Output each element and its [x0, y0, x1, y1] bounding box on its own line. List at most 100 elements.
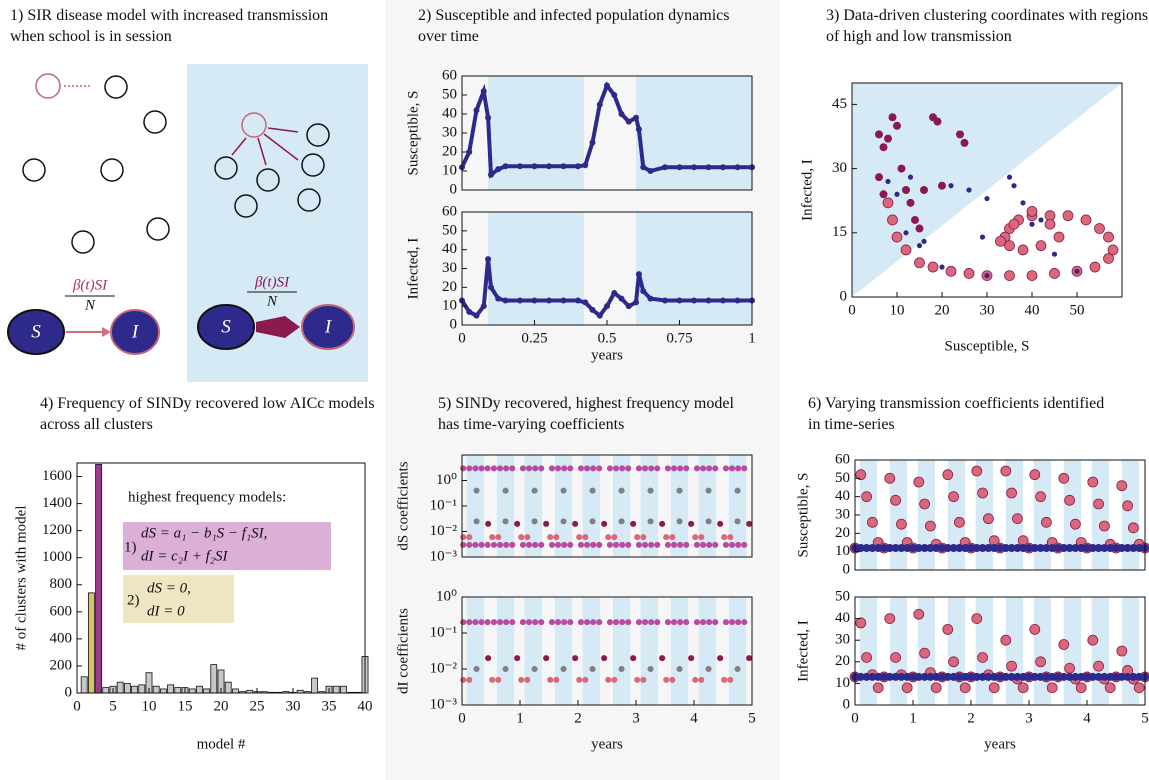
bar: [95, 463, 103, 694]
data-point: [949, 544, 958, 552]
rate-denominator: N: [84, 297, 96, 313]
data-point: [984, 672, 993, 681]
data-point: [1094, 544, 1103, 552]
data-point: [1046, 682, 1058, 694]
data-point: [885, 178, 891, 185]
panel-title: 3) Data-driven clustering coordinates wi…: [826, 7, 1149, 45]
data-point: [978, 544, 987, 552]
data-point: [1038, 217, 1044, 223]
data-point: [927, 261, 939, 273]
school-period: [524, 597, 543, 705]
x-tick-label: 5: [748, 710, 756, 726]
data-point: [1059, 544, 1068, 552]
data-point: [897, 544, 906, 552]
data-point: [1054, 672, 1062, 681]
data-point: [1036, 672, 1045, 681]
school-period: [670, 455, 689, 557]
data-point: [473, 107, 480, 114]
data-point: [932, 544, 941, 552]
data-point: [1070, 518, 1081, 530]
data-point: [720, 297, 726, 304]
data-point: [894, 191, 900, 197]
data-point: [1026, 270, 1038, 282]
data-point: [1058, 639, 1070, 650]
y-axis-label: Susceptible, S: [795, 473, 811, 558]
data-point: [967, 544, 975, 552]
data-point: [972, 544, 981, 552]
data-point: [618, 295, 625, 302]
data-point: [943, 544, 952, 552]
model-label: 1): [124, 539, 137, 555]
data-point: [995, 235, 1006, 247]
bar: [174, 687, 182, 694]
s-node: [7, 309, 65, 355]
y-axis-label: Infected, I: [795, 620, 811, 682]
school-period: [582, 597, 601, 705]
data-point: [930, 682, 942, 694]
data-point: [902, 186, 910, 194]
data-point: [875, 173, 883, 182]
data-point: [1025, 672, 1033, 681]
data-point: [921, 238, 927, 244]
x-tick-label: 0: [458, 710, 466, 726]
data-point: [874, 544, 883, 552]
children: [22, 73, 330, 254]
data-point: [1042, 544, 1051, 552]
data-point: [691, 164, 697, 171]
data-point: [971, 613, 983, 624]
data-point: [1094, 223, 1105, 234]
x-tick-label: 25: [250, 698, 265, 714]
data-point: [903, 544, 912, 552]
y-tick-label: 200: [50, 657, 73, 673]
node-label: S: [221, 316, 231, 337]
data-point: [1029, 624, 1041, 635]
data-point: [954, 516, 965, 528]
data-point: [978, 672, 987, 681]
data-point: [1035, 491, 1046, 503]
model-box: [123, 575, 234, 623]
y-axis-label: Susceptible, S: [405, 91, 421, 176]
data-point: [979, 234, 986, 240]
data-point: [1053, 231, 1065, 243]
y-axis-label: Infected, I: [405, 238, 421, 300]
data-point: [1017, 682, 1029, 694]
data-point: [1054, 544, 1062, 552]
x-axis-label: years: [591, 736, 623, 752]
y-tick-label: 20: [835, 653, 850, 669]
bar: [167, 684, 175, 694]
bar: [203, 688, 211, 694]
y-tick-label: 15: [832, 224, 847, 240]
data-point: [909, 544, 917, 552]
y-tick-label: 400: [50, 630, 73, 646]
y-tick-label: 60: [835, 451, 850, 467]
data-point: [920, 672, 929, 681]
y-tick-label: 0: [65, 684, 73, 700]
data-point: [596, 101, 603, 108]
data-point: [1065, 544, 1074, 552]
data-point: [996, 544, 1004, 552]
bar: [332, 685, 340, 694]
data-point: [502, 163, 509, 170]
data-point: [932, 672, 941, 681]
data-point: [1129, 544, 1138, 552]
y-tick-label: 1000: [42, 549, 72, 565]
data-point: [874, 672, 883, 681]
data-point: [1044, 218, 1056, 230]
data-point: [948, 656, 959, 668]
school-period: [488, 212, 584, 325]
data-point: [855, 617, 867, 629]
data-point: [480, 88, 487, 95]
node-label: I: [131, 321, 140, 342]
x-tick-label: 1: [516, 710, 524, 726]
data-point: [625, 303, 632, 310]
data-point: [897, 672, 906, 681]
y-tick-label: 1600: [42, 468, 72, 484]
data-point: [1059, 672, 1068, 681]
data-point: [1116, 645, 1128, 657]
y-tick-label: 10: [835, 675, 850, 691]
data-point: [705, 164, 712, 171]
data-point: [967, 672, 975, 681]
data-point: [575, 297, 581, 304]
x-tick-label: 35: [322, 698, 337, 714]
data-point: [647, 295, 654, 302]
